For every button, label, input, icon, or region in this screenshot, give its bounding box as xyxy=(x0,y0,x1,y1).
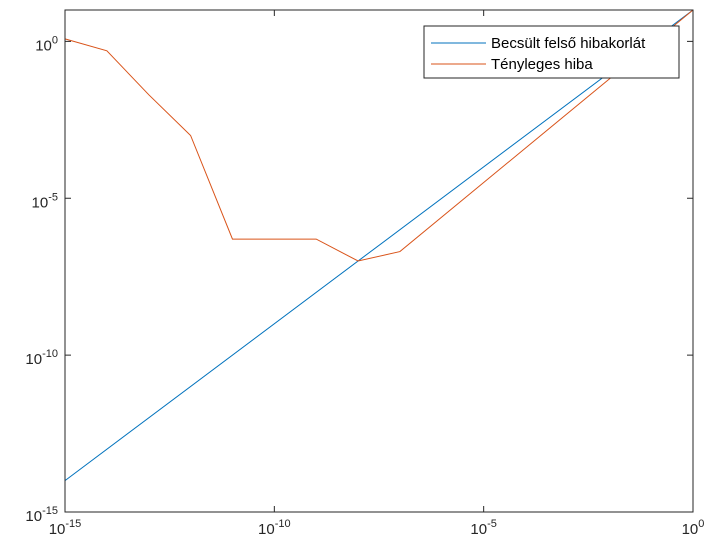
y-axis-tick-labels: 10-15 10-10 10-5 100 xyxy=(25,34,58,525)
axis-ticks xyxy=(64,10,694,513)
legend-box xyxy=(423,25,680,79)
x-axis-tick-labels: 10-15 10-10 10-5 100 xyxy=(49,518,705,538)
y-tick-label: 10-10 xyxy=(25,348,58,368)
series-line-1 xyxy=(64,9,694,262)
y-tick-label: 100 xyxy=(35,34,58,54)
legend: Becsült felső hibakorlát Tényleges hiba xyxy=(423,25,680,79)
series-line-0 xyxy=(64,9,694,482)
legend-label-becslt: Becsült felső hibakorlát xyxy=(491,35,646,52)
x-tick-label: 10-10 xyxy=(258,518,291,538)
x-tick-label: 100 xyxy=(682,518,705,538)
x-tick-label: 10-5 xyxy=(470,518,496,538)
plot-lines xyxy=(64,9,694,482)
legend-label-tenyleges: Tényleges hiba xyxy=(491,56,593,73)
x-tick-label: 10-15 xyxy=(49,518,82,538)
y-tick-label: 10-5 xyxy=(32,191,58,211)
y-tick-label: 10-15 xyxy=(25,505,58,525)
plot-frame xyxy=(64,9,694,513)
